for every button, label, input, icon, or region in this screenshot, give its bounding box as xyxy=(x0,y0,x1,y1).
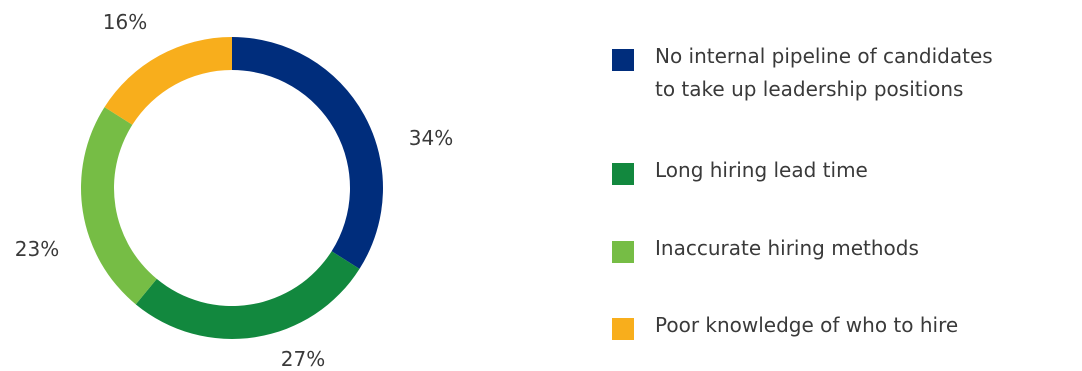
donut-slice-inaccurate-methods xyxy=(81,107,157,305)
slice-label-2: 23% xyxy=(15,237,59,261)
donut-slices xyxy=(81,37,383,340)
slice-label-3: 16% xyxy=(103,10,147,34)
legend-label-0: No internal pipeline of candidates to ta… xyxy=(655,44,993,101)
legend-swatch-3 xyxy=(612,318,634,340)
legend-label-3: Poor knowledge of who to hire xyxy=(655,313,959,337)
donut-slice-no-pipeline xyxy=(232,37,383,269)
legend-item-no-pipeline: No internal pipeline of candidates to ta… xyxy=(612,40,993,106)
legend-item-long-lead-time: Long hiring lead time xyxy=(612,154,868,187)
donut-slice-poor-knowledge xyxy=(104,37,232,125)
legend-swatch-0 xyxy=(612,49,634,71)
slice-labels: 34% 27% 23% 16% xyxy=(15,10,453,371)
legend-label-1: Long hiring lead time xyxy=(655,158,868,182)
donut-slice-long-lead-time xyxy=(135,251,360,340)
slice-label-0: 34% xyxy=(409,126,453,150)
legend-swatch-2 xyxy=(612,241,634,263)
legend-swatch-1 xyxy=(612,163,634,185)
legend-label-2: Inaccurate hiring methods xyxy=(655,236,919,260)
legend-item-poor-knowledge: Poor knowledge of who to hire xyxy=(612,309,958,342)
legend-item-inaccurate-methods: Inaccurate hiring methods xyxy=(612,232,919,265)
slice-label-1: 27% xyxy=(281,347,325,371)
